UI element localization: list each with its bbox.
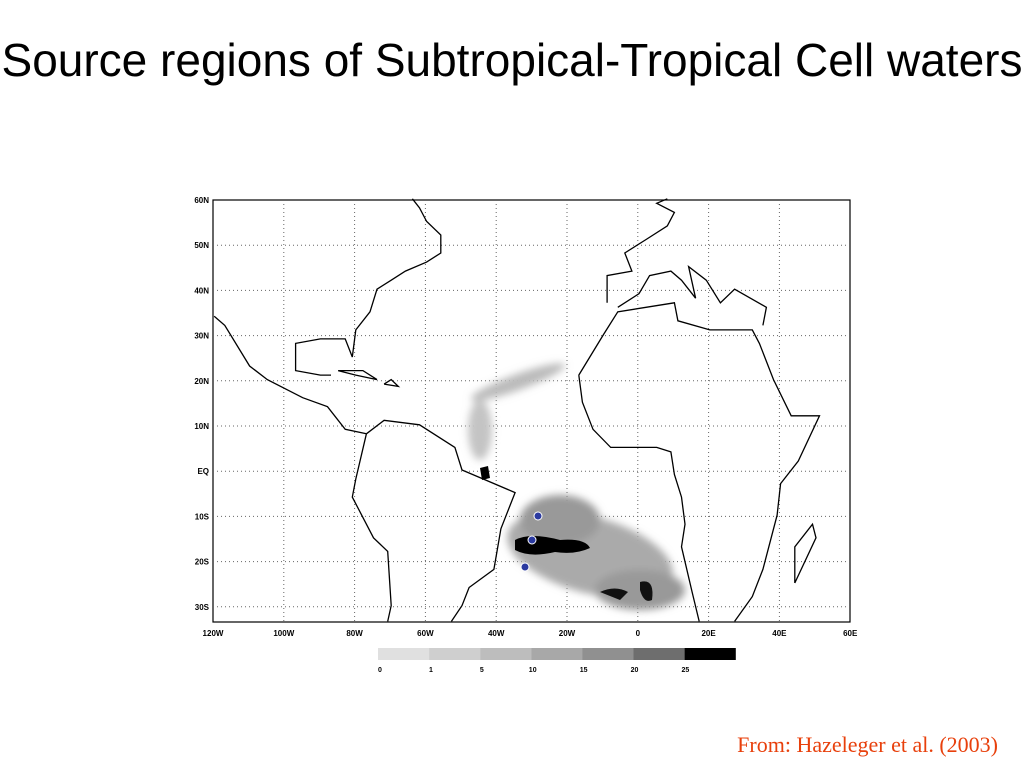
coastline xyxy=(366,419,516,622)
lon-label: 80W xyxy=(346,629,363,638)
colorbar-swatch xyxy=(582,648,634,660)
coastlines xyxy=(213,198,821,622)
colorbar-swatch xyxy=(480,648,532,660)
coastline xyxy=(606,198,676,303)
coastline xyxy=(794,522,817,584)
colorbar-swatch xyxy=(531,648,583,660)
lon-label: 20E xyxy=(701,629,716,638)
slide-title: Source regions of Subtropical-Tropical C… xyxy=(1,34,1023,86)
lon-label: 100W xyxy=(273,629,294,638)
lat-label: 50N xyxy=(194,241,209,250)
lat-label: 20S xyxy=(195,558,210,567)
lon-label: 60E xyxy=(843,629,858,638)
site-dot xyxy=(527,535,537,545)
coastline xyxy=(337,369,378,381)
coastline xyxy=(294,198,442,376)
lat-label: 40N xyxy=(194,286,209,295)
lon-label: 40W xyxy=(488,629,505,638)
lat-label: 30N xyxy=(194,332,209,341)
colorbar-label: 15 xyxy=(580,667,588,674)
colorbar-swatch xyxy=(684,648,736,660)
site-dot xyxy=(533,511,543,521)
coastline xyxy=(617,264,768,326)
coastline xyxy=(213,315,367,435)
colorbar-label: 25 xyxy=(682,667,690,674)
colorbar-label: 0 xyxy=(378,667,382,674)
lon-label: 0 xyxy=(636,629,641,638)
colorbar-label: 5 xyxy=(480,667,484,674)
colorbar-swatch xyxy=(429,648,481,660)
colorbar-swatch xyxy=(378,648,430,660)
colorbar-swatch xyxy=(633,648,685,660)
lon-label: 120W xyxy=(203,629,224,638)
citation: From: Hazeleger et al. (2003) xyxy=(737,732,998,757)
lon-label: 40E xyxy=(772,629,787,638)
colorbar-label: 20 xyxy=(631,667,639,674)
lat-label: 10S xyxy=(195,512,210,521)
colorbar-label: 1 xyxy=(429,667,433,674)
lat-label: 20N xyxy=(194,377,209,386)
lat-label: 60N xyxy=(194,196,209,205)
colorbar: 0 1 5 10 15 20 25 xyxy=(378,648,736,674)
lat-label: 10N xyxy=(194,422,209,431)
lat-label: EQ xyxy=(197,467,209,476)
coastline xyxy=(383,378,401,388)
lat-label: 30S xyxy=(195,603,210,612)
site-dot xyxy=(520,562,530,572)
coastline xyxy=(351,433,392,622)
lon-label: 20W xyxy=(559,629,576,638)
colorbar-label: 10 xyxy=(529,667,537,674)
lon-label: 60W xyxy=(417,629,434,638)
coastline xyxy=(578,302,821,622)
coastline xyxy=(578,375,700,622)
